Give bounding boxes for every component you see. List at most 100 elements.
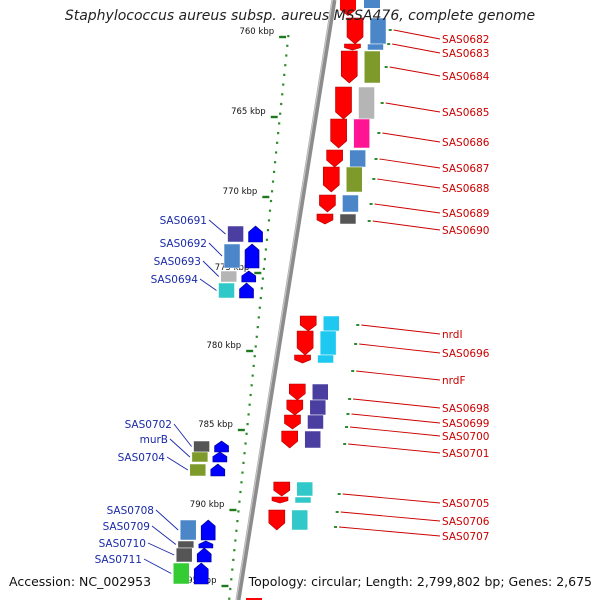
gene-arrow-forward (198, 540, 214, 549)
scale-dot (269, 199, 273, 203)
gene-label-left: murB (140, 434, 168, 446)
gene-arrow-reverse (346, 17, 364, 45)
cog-box (364, 50, 381, 84)
gene-arrow-forward (193, 562, 209, 585)
gene-label-left: SAS0708 (107, 505, 154, 517)
gene-label-right: nrdF (442, 375, 466, 387)
label-leader (199, 278, 217, 291)
track-dot (345, 426, 349, 428)
cog-box (172, 562, 190, 585)
label-leader (359, 343, 441, 354)
gene-arrow-reverse (271, 496, 289, 504)
cog-box (304, 430, 321, 449)
scale-dot (266, 229, 270, 232)
cog-box (175, 547, 193, 563)
gene-label-left: SAS0709 (103, 521, 150, 533)
cog-box (294, 496, 312, 504)
cog-box (353, 118, 370, 149)
scale-dot (270, 190, 274, 193)
gene-label-right: SAS0683 (442, 48, 489, 60)
track-dot (377, 132, 381, 134)
label-leader (202, 260, 220, 277)
scale-dot (286, 44, 289, 47)
scale-dot (255, 335, 258, 338)
gene-arrow-partial (340, 0, 356, 16)
gene-arrow-reverse (322, 166, 340, 193)
scale-dot (277, 132, 280, 135)
label-leader (392, 43, 441, 54)
scale-dot (240, 481, 243, 484)
cog-box (339, 213, 357, 225)
cog-box (322, 315, 340, 332)
gene-arrow-reverse (296, 330, 314, 356)
scale-dot (244, 442, 247, 445)
cog-box (307, 414, 324, 430)
scale-dot (236, 520, 239, 523)
scale-dot (273, 161, 277, 164)
scale-dot (239, 490, 242, 494)
cog-box (317, 354, 334, 364)
scale-dot (280, 102, 283, 106)
gene-arrow-forward (210, 463, 226, 477)
scale-dot (237, 510, 240, 513)
scale-dot (260, 287, 263, 290)
label-leader (351, 413, 441, 424)
scale-dot (238, 500, 241, 503)
gene-label-right: SAS0685 (442, 107, 489, 119)
scale-dot (231, 568, 234, 571)
gene-arrow-forward (248, 225, 263, 243)
scale-dot (274, 151, 278, 154)
label-leader (143, 558, 172, 574)
gene-label-right: SAS0688 (442, 183, 489, 195)
label-leader (349, 426, 441, 437)
track-dot (369, 203, 373, 205)
gene-arrow-reverse (284, 414, 301, 430)
scale-tick-label: 785 kbp (198, 420, 233, 430)
scale-dot (271, 180, 275, 183)
gene-label-left: SAS0692 (160, 238, 207, 250)
map-title: Staphylococcus aureus subsp. aureus MSSA… (64, 8, 536, 24)
scale-dot (284, 64, 287, 67)
scale-dot (276, 141, 279, 144)
gene-label-right: SAS0700 (442, 431, 489, 443)
scale-dot (281, 93, 284, 96)
scale-tick-label: 790 kbp (190, 500, 225, 510)
track-dot (343, 443, 347, 445)
cog-box (189, 463, 207, 477)
gene-arrow-forward (214, 440, 229, 453)
label-leader (173, 423, 192, 447)
label-leader (348, 443, 441, 454)
scale-tick-label: 780 kbp (207, 341, 242, 351)
scale-dot (243, 452, 246, 455)
scale-dot (251, 374, 254, 377)
scale-dot (253, 355, 256, 358)
gene-arrow-reverse (288, 383, 306, 401)
gene-label-right: SAS0696 (442, 348, 490, 360)
scale-dot (263, 258, 266, 261)
gene-label-right: SAS0706 (442, 516, 490, 528)
gene-label-left: SAS0694 (151, 274, 199, 286)
label-leader (385, 102, 441, 113)
gene-arrow-reverse (299, 315, 317, 332)
scale-dot (250, 384, 253, 387)
cog-box (319, 330, 337, 356)
scale-dot (259, 296, 262, 300)
gene-label-left: SAS0704 (118, 452, 166, 464)
track-dot (337, 493, 341, 495)
track-dot (356, 324, 360, 326)
label-leader (389, 66, 441, 77)
gene-label-right: SAS0689 (442, 208, 489, 220)
gene-label-right: SAS0705 (442, 498, 489, 510)
track-dot (372, 178, 376, 180)
cog-box (349, 149, 366, 168)
gene-label-right: SAS0698 (442, 403, 489, 415)
scale-dot (232, 558, 235, 561)
cog-box-partial (364, 0, 380, 8)
scale-dot (228, 597, 231, 600)
scale-dot (265, 238, 269, 241)
gene-arrow-reverse (330, 118, 347, 149)
gene-label-right: SAS0690 (442, 225, 489, 237)
scale-dot (272, 170, 276, 173)
cog-box (346, 166, 363, 193)
